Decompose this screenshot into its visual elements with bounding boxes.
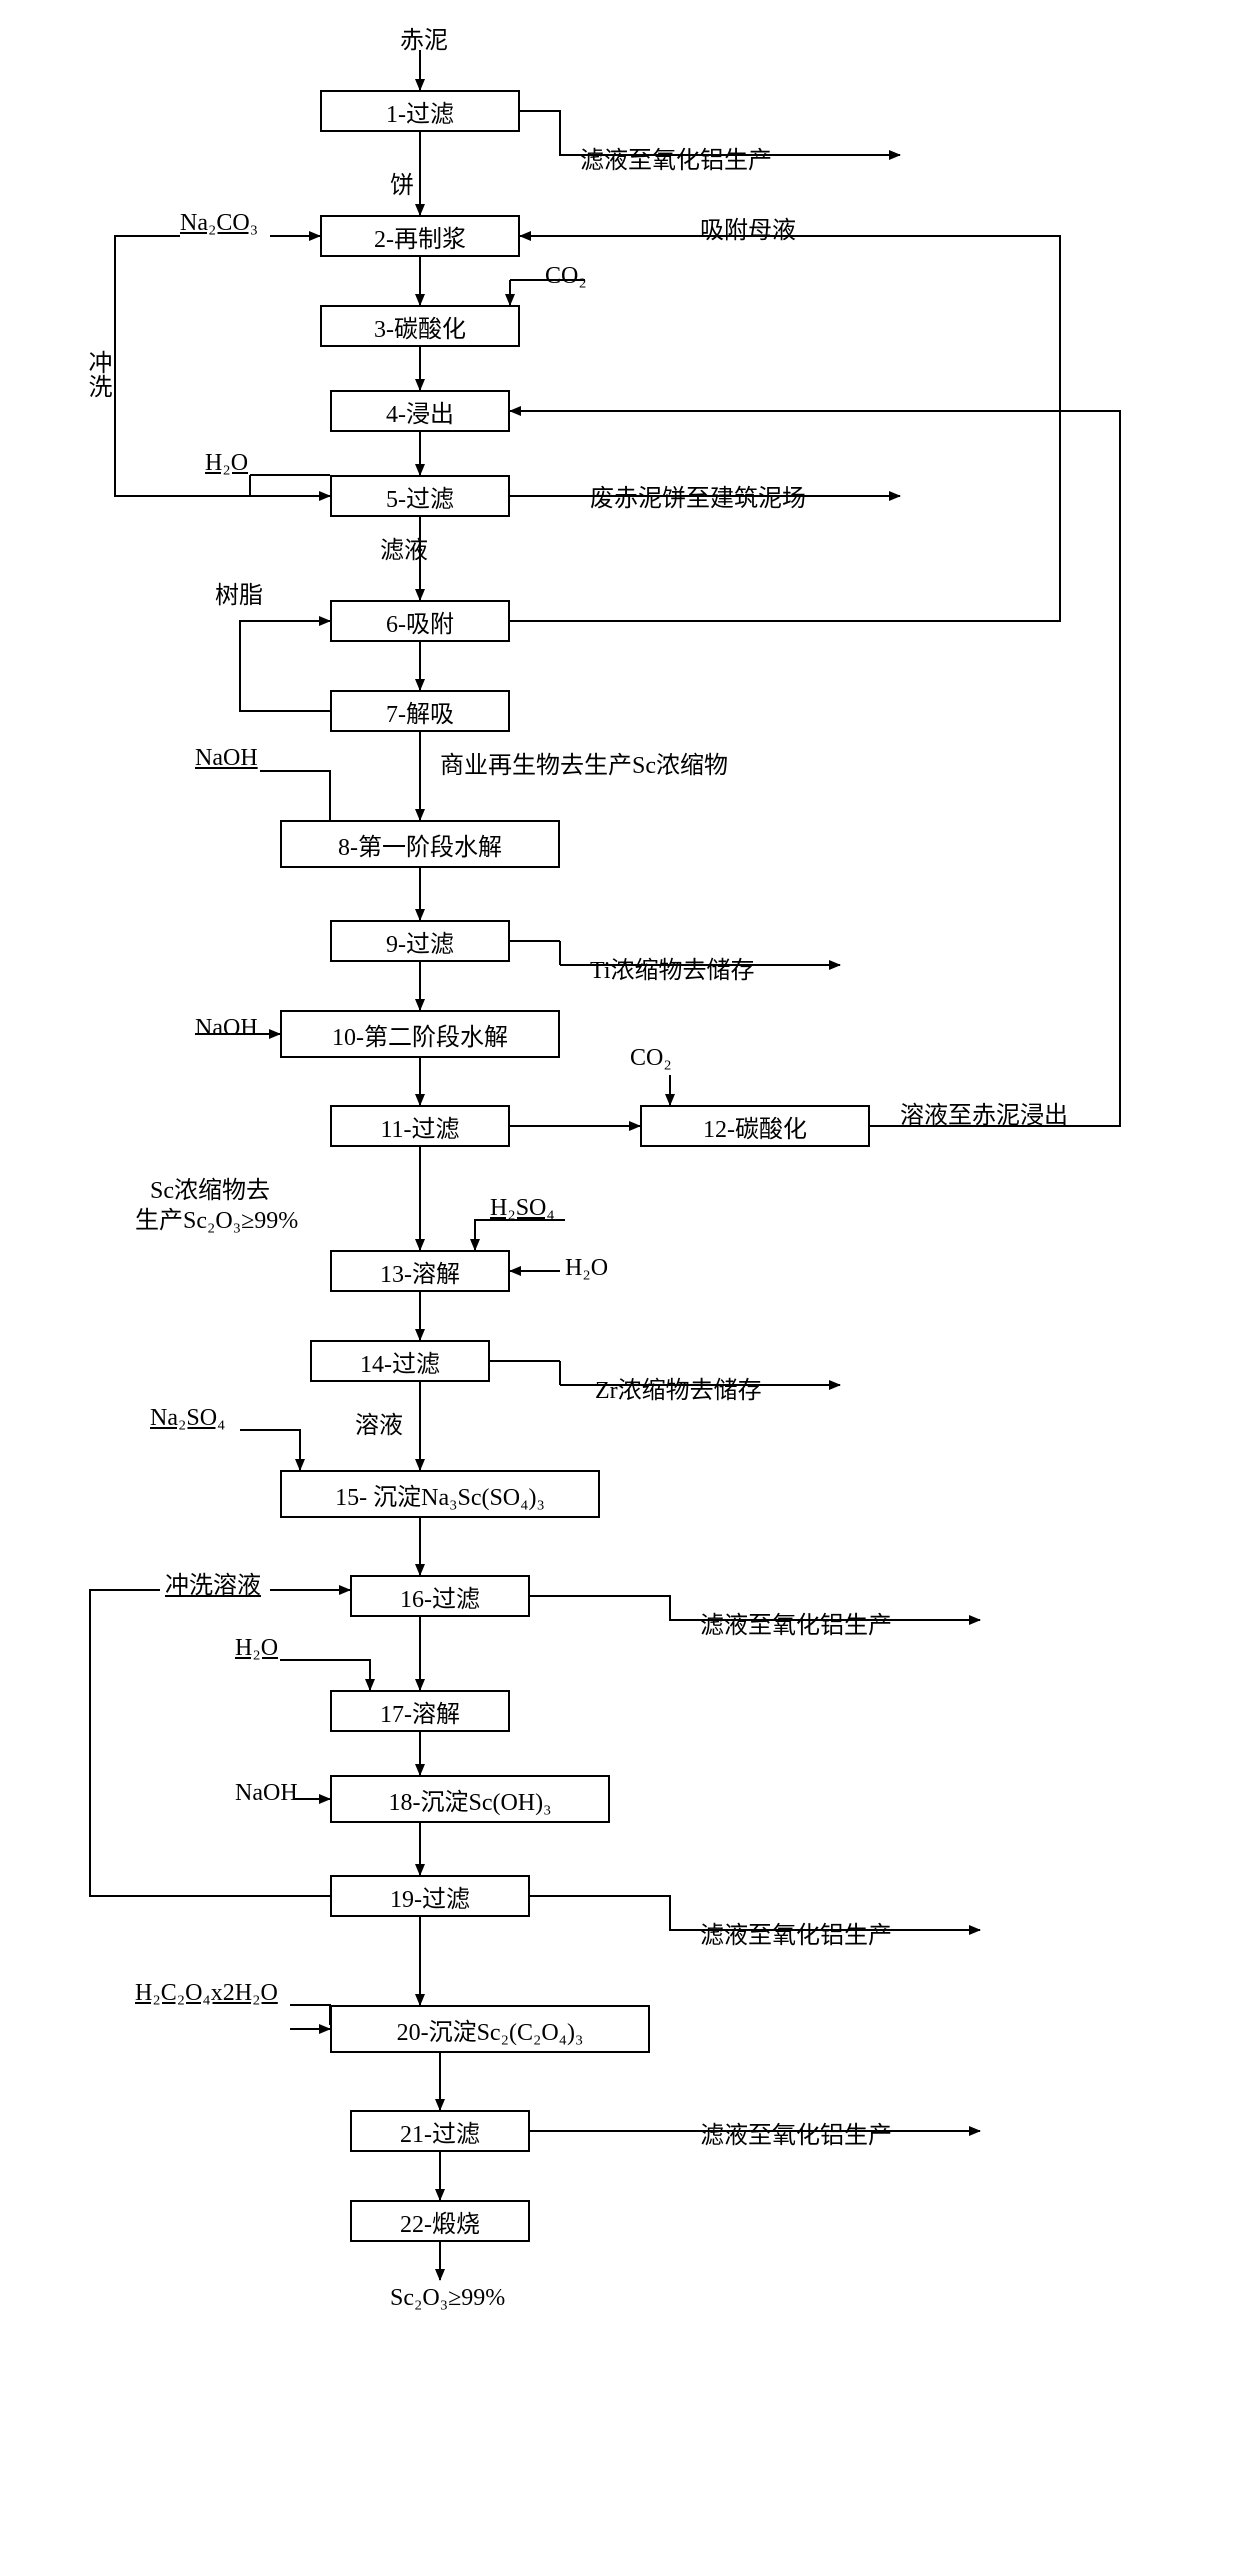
lbl-waste-cake: 废赤泥饼至建筑泥场 <box>590 478 806 513</box>
lbl-final: Sc₂O₃≥99% <box>390 2285 505 2312</box>
lbl-zr-conc: Zr浓缩物去储存 <box>595 1370 762 1405</box>
box-2: 2-再制浆 <box>320 215 520 257</box>
lbl-na2co3: Na₂CO₃ <box>180 210 258 237</box>
lbl-h2o-a: H₂O <box>205 450 248 477</box>
box-10: 10-第二阶段水解 <box>280 1010 560 1058</box>
flowchart-arrows <box>20 20 1220 2529</box>
box-19: 19-过滤 <box>330 1875 530 1917</box>
lbl-co2-a: CO₂ <box>545 263 587 290</box>
box-21: 21-过滤 <box>350 2110 530 2152</box>
lbl-filtrate1: 滤液至氧化铝生产 <box>580 140 772 175</box>
box-12: 12-碳酸化 <box>640 1105 870 1147</box>
process-flowchart: 赤泥 1-过滤 2-再制浆 3-碳酸化 4-浸出 5-过滤 6-吸附 7-解吸 … <box>20 20 1220 2529</box>
lbl-filtrate2: 滤液至氧化铝生产 <box>700 1605 892 1640</box>
box-5: 5-过滤 <box>330 475 510 517</box>
lbl-filtrate: 滤液 <box>380 530 428 565</box>
lbl-adsorb-mother: 吸附母液 <box>700 210 796 245</box>
box-17: 17-溶解 <box>330 1690 510 1732</box>
lbl-na2so4: Na₂SO₄ <box>150 1405 225 1432</box>
box-18: 18-沉淀Sc(OH)₃ <box>330 1775 610 1823</box>
box-13: 13-溶解 <box>330 1250 510 1292</box>
box-3: 3-碳酸化 <box>320 305 520 347</box>
box-16: 16-过滤 <box>350 1575 530 1617</box>
box-15: 15- 沉淀Na₃Sc(SO₄)₃ <box>280 1470 600 1518</box>
lbl-wash-sol: 冲洗溶液 <box>165 1565 261 1600</box>
box-20: 20-沉淀Sc₂(C₂O₄)₃ <box>330 2005 650 2053</box>
lbl-wash-vertical: 冲洗 <box>80 350 115 398</box>
lbl-oxalic: H₂C₂O₄x2H₂O <box>135 1980 278 2007</box>
lbl-h2o-c: H₂O <box>235 1635 278 1662</box>
box-9: 9-过滤 <box>330 920 510 962</box>
lbl-solution: 溶液 <box>355 1405 403 1440</box>
lbl-h2so4: H₂SO₄ <box>490 1195 555 1222</box>
lbl-ti-conc: Ti浓缩物去储存 <box>590 950 754 985</box>
lbl-naoh-c: NaOH <box>235 1780 298 1807</box>
lbl-co2-b: CO₂ <box>630 1045 672 1072</box>
lbl-naoh-a: NaOH <box>195 745 258 772</box>
lbl-naoh-b: NaOH <box>195 1015 258 1042</box>
lbl-sol-to-leach: 溶液至赤泥浸出 <box>900 1095 1068 1130</box>
lbl-filtrate4: 滤液至氧化铝生产 <box>700 2115 892 2150</box>
start-label: 赤泥 <box>400 20 448 55</box>
box-22: 22-煅烧 <box>350 2200 530 2242</box>
lbl-resin: 树脂 <box>215 575 263 610</box>
lbl-regen: 商业再生物去生产Sc浓缩物 <box>440 745 728 780</box>
box-1: 1-过滤 <box>320 90 520 132</box>
box-14: 14-过滤 <box>310 1340 490 1382</box>
box-6: 6-吸附 <box>330 600 510 642</box>
lbl-h2o-b: H₂O <box>565 1255 608 1282</box>
box-11: 11-过滤 <box>330 1105 510 1147</box>
lbl-cake: 饼 <box>390 165 414 200</box>
lbl-sc-conc2: 生产Sc₂O₃≥99% <box>135 1200 298 1235</box>
box-4: 4-浸出 <box>330 390 510 432</box>
lbl-filtrate3: 滤液至氧化铝生产 <box>700 1915 892 1950</box>
box-8: 8-第一阶段水解 <box>280 820 560 868</box>
box-7: 7-解吸 <box>330 690 510 732</box>
